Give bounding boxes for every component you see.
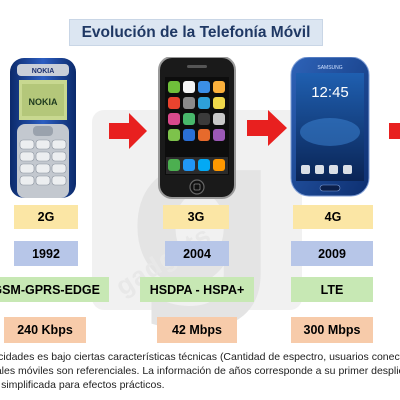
- footnote: locidades es bajo ciertas característica…: [0, 350, 400, 390]
- speed-label: 300 Mbps: [291, 317, 373, 343]
- footnote-line: al simplificada para efectos prácticos.: [0, 379, 165, 390]
- year-label: 1992: [14, 241, 78, 266]
- footnote-line: locidades es bajo ciertas característica…: [0, 351, 400, 363]
- nokia-phone-image: NOKIA NOKIA: [10, 58, 76, 198]
- arrow-right-icon: [109, 113, 147, 149]
- generation-label: 3G: [163, 205, 229, 229]
- year-label: 2009: [291, 241, 373, 266]
- technology-label: GSM-GPRS-EDGE: [0, 277, 109, 302]
- generation-label: 4G: [293, 205, 373, 229]
- speed-label: 240 Kbps: [4, 317, 86, 343]
- footnote-line: nales móviles son referenciales. La info…: [0, 365, 400, 377]
- iphone-image: [158, 57, 236, 199]
- technology-label: HSDPA - HSPA+: [140, 277, 254, 302]
- page-title: Evolución de la Telefonía Móvil: [69, 19, 323, 46]
- svg-text:12:45: 12:45: [311, 84, 349, 101]
- technology-label: LTE: [291, 277, 373, 302]
- svg-text:NOKIA: NOKIA: [32, 68, 55, 75]
- generation-label: 2G: [14, 205, 78, 229]
- svg-text:SAMSUNG: SAMSUNG: [317, 65, 342, 71]
- arrow-right-icon: [389, 123, 400, 139]
- samsung-phone-image: SAMSUNG 12:45: [290, 57, 370, 197]
- speed-label: 42 Mbps: [157, 317, 237, 343]
- year-label: 2004: [165, 241, 229, 266]
- svg-text:NOKIA: NOKIA: [29, 97, 59, 107]
- arrow-right-icon: [247, 110, 287, 146]
